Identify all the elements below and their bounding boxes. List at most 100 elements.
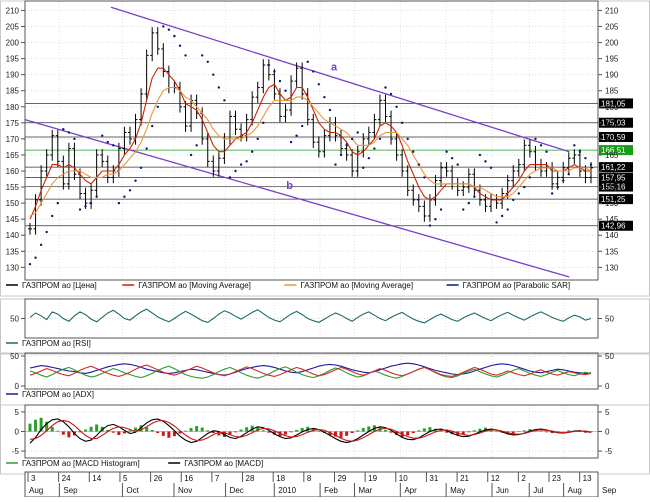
sar-dot [451, 157, 453, 159]
macd-hist-bar [467, 432, 470, 433]
price-ytick-label-left: 180 [6, 103, 20, 112]
sar-dot [234, 170, 236, 172]
sar-dot [334, 163, 336, 165]
macd-ytick-label-left: 0 [15, 428, 20, 437]
sar-dot [390, 93, 392, 95]
x-day-label: 14 [92, 474, 101, 483]
sar-dot [556, 186, 558, 188]
x-day-label: 3 [31, 474, 36, 483]
x-day-label: 18 [276, 474, 285, 483]
x-day-label: 7 [215, 474, 220, 483]
price-ytick-label: 130 [605, 263, 619, 272]
macd-hist-bar [151, 430, 154, 432]
macd-hist-bar [567, 430, 570, 431]
legend-label: ГАЗПРОМ ао [Moving Average] [300, 281, 413, 290]
sar-dot [240, 163, 242, 165]
macd-hist-bar [317, 431, 320, 432]
x-day-label: 12 [491, 474, 500, 483]
sar-dot [173, 35, 175, 37]
sar-dot [351, 138, 353, 140]
price-ytick-label-left: 190 [6, 71, 20, 80]
legend-label: ГАЗПРОМ ао [RSI] [22, 339, 91, 348]
price-ytick-label: 180 [605, 103, 619, 112]
x-month-label: Feb [324, 486, 338, 495]
sar-dot [73, 138, 75, 140]
sar-dot [40, 244, 42, 246]
macd-hist-bar [290, 432, 293, 433]
macd-hist-bar [123, 432, 126, 434]
sar-dot [123, 196, 125, 198]
macd-hist-bar [156, 432, 159, 434]
macd-hist-bar [167, 432, 170, 438]
sar-dot [62, 128, 64, 130]
price-ytick-label-left: 205 [6, 22, 20, 31]
price-legend-item: ГАЗПРОМ ао [Moving Average] [284, 281, 413, 290]
price-ytick-label: 135 [605, 247, 619, 256]
macd-hist-bar [190, 428, 193, 432]
sar-dot [579, 151, 581, 153]
x-day-label: 16 [184, 474, 193, 483]
macd-hist-bar [351, 432, 354, 434]
price-legend-item: ГАЗПРОМ ао [Moving Average] [122, 281, 251, 290]
sar-dot [34, 257, 36, 259]
sar-dot [407, 138, 409, 140]
sar-dot [340, 154, 342, 156]
macd-hist-bar [128, 430, 131, 431]
sar-dot [134, 179, 136, 181]
sar-dot [145, 147, 147, 149]
macd-hist-bar [90, 427, 93, 432]
sar-dot [290, 141, 292, 143]
price-ytick-label-left: 145 [6, 215, 20, 224]
x-month-label: Jul [533, 486, 543, 495]
sar-dot [268, 64, 270, 66]
sar-dot [368, 157, 370, 159]
legend-label: ГАЗПРОМ ао [MACD] [184, 459, 263, 468]
sar-dot [257, 138, 259, 140]
x-month-label: Sep [63, 486, 78, 495]
macd-hist-bar [423, 428, 426, 431]
macd-hist-bar [345, 432, 348, 436]
sar-dot [129, 189, 131, 191]
price-ytick-label-left: 160 [6, 167, 20, 176]
sar-dot [229, 176, 231, 178]
x-month-label: Nov [178, 486, 192, 495]
price-ytick-label: 150 [605, 199, 619, 208]
macd-hist-bar [412, 432, 415, 434]
sar-dot [429, 224, 431, 226]
x-month-label: May [450, 486, 465, 495]
price-ytick-label-left: 210 [6, 6, 20, 15]
sar-dot [379, 138, 381, 140]
macd-hist-bar [162, 432, 165, 436]
sar-dot [68, 131, 70, 133]
adx-ytick-label-left: 0 [15, 382, 20, 391]
sar-dot [179, 45, 181, 47]
sar-dot [345, 144, 347, 146]
price-ytick-label-left: 185 [6, 87, 20, 96]
sar-dot [456, 163, 458, 165]
sar-dot [207, 61, 209, 63]
price-ytick-label-left: 155 [6, 183, 20, 192]
macd-hist-bar [56, 431, 59, 432]
sar-dot [312, 70, 314, 72]
x-day-label: 2 [521, 474, 526, 483]
adx-ytick-label: 50 [605, 352, 614, 361]
sar-dot [401, 122, 403, 124]
macd-hist-bar [356, 430, 359, 431]
price-ytick-label: 160 [605, 167, 619, 176]
sar-dot [329, 109, 331, 111]
sar-dot [318, 83, 320, 85]
rsi-ytick-label-left: 50 [10, 315, 19, 324]
sar-dot [362, 167, 364, 169]
x-day-label: 29 [337, 474, 346, 483]
sar-dot [95, 196, 97, 198]
trend-label-b: b [286, 180, 293, 192]
sar-dot [273, 70, 275, 72]
price-ytick-label-left: 170 [6, 135, 20, 144]
price-ytick-label: 175 [605, 119, 619, 128]
sar-dot [523, 186, 525, 188]
sar-dot [301, 125, 303, 127]
sar-dot [512, 199, 514, 201]
macd-hist-bar [84, 430, 87, 432]
adx-ytick-label: 0 [605, 382, 610, 391]
price-ytick-label: 185 [605, 87, 619, 96]
